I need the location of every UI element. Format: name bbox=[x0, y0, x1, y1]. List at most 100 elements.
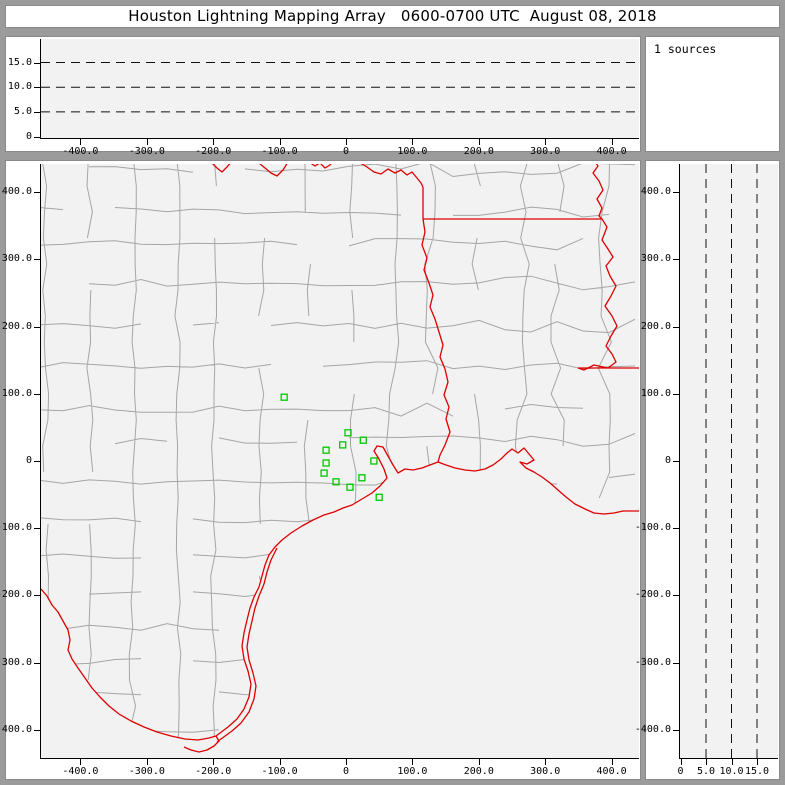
station-marker bbox=[322, 446, 330, 454]
y-tick bbox=[673, 259, 680, 261]
plot-background bbox=[680, 164, 778, 758]
altitude-plot-canvas[interactable] bbox=[680, 164, 778, 758]
altitude-ns-panel[interactable]: 0 5.0 10.0 15.0 400.0 300.0 200.0 100.0 0 -100.0 -… bbox=[635, 160, 780, 780]
sources-count-panel: 1 sources bbox=[645, 36, 780, 152]
y-tick bbox=[673, 595, 680, 597]
tick-label: -100.0 bbox=[261, 766, 298, 777]
tick-label: 0 bbox=[342, 766, 350, 777]
station-markers bbox=[280, 393, 383, 501]
tick-label: -400.0 bbox=[0, 723, 32, 735]
tick-label: 0 bbox=[677, 766, 684, 777]
tick-label: 400.0 bbox=[640, 186, 671, 198]
station-marker bbox=[358, 474, 366, 482]
x-tick bbox=[731, 759, 733, 765]
y-tick bbox=[34, 662, 41, 664]
tick-label: -100.0 bbox=[0, 522, 32, 534]
altitude-ew-panel[interactable]: -400.0 -300.0 -200.0 -100.0 0 100.0 200.0 300.0… bbox=[5, 36, 641, 157]
tick-label: 300.0 bbox=[530, 146, 561, 157]
x-tick bbox=[545, 759, 547, 765]
y-tick bbox=[673, 326, 680, 328]
tick-label: 200.0 bbox=[463, 146, 494, 157]
x-tick bbox=[757, 759, 758, 765]
tick-label: 0 bbox=[25, 455, 32, 466]
y-tick bbox=[34, 393, 41, 395]
tick-label: -300.0 bbox=[0, 656, 32, 668]
tick-label: 300.0 bbox=[530, 766, 561, 777]
x-tick bbox=[146, 139, 148, 145]
y-tick bbox=[34, 136, 41, 138]
y-tick bbox=[34, 729, 41, 731]
x-axis-line bbox=[40, 138, 639, 139]
x-tick bbox=[412, 139, 414, 145]
tick-label: 10.0 bbox=[7, 81, 32, 93]
x-tick bbox=[346, 759, 347, 765]
station-marker bbox=[359, 436, 367, 444]
tick-label: 300.0 bbox=[1, 253, 32, 265]
x-tick bbox=[680, 759, 682, 765]
window-title: Houston Lightning Mapping Array 0600-070… bbox=[128, 7, 657, 25]
sources-count-label: 1 sources bbox=[654, 42, 717, 56]
station-marker bbox=[320, 469, 328, 477]
x-axis-line bbox=[679, 758, 778, 759]
y-tick bbox=[34, 111, 41, 113]
x-tick bbox=[478, 139, 480, 145]
x-tick bbox=[611, 759, 613, 765]
tick-label: 300.0 bbox=[640, 253, 671, 265]
plan-view-map-panel[interactable]: -400.0 -300.0 -200.0 -100.0 0 100.0 200.0 300.0… bbox=[0, 160, 641, 780]
tick-label: 15.0 bbox=[744, 766, 770, 777]
tick-label: 400.0 bbox=[1, 186, 32, 198]
x-tick bbox=[213, 139, 215, 145]
y-tick bbox=[34, 326, 41, 328]
county-boundaries bbox=[41, 164, 636, 740]
y-tick bbox=[673, 461, 680, 462]
x-tick bbox=[706, 759, 707, 765]
station-marker bbox=[280, 393, 288, 401]
y-tick bbox=[34, 259, 41, 261]
station-marker bbox=[339, 441, 347, 449]
tick-label: 100.0 bbox=[1, 387, 32, 399]
tick-label: 100.0 bbox=[397, 146, 428, 157]
station-marker bbox=[375, 493, 383, 501]
x-tick bbox=[279, 139, 281, 145]
y-tick bbox=[673, 729, 680, 731]
y-tick bbox=[34, 595, 41, 597]
tick-label: 100.0 bbox=[397, 766, 428, 777]
plot-background bbox=[41, 39, 639, 138]
tick-label: 0 bbox=[342, 146, 350, 157]
tick-label: 400.0 bbox=[596, 146, 627, 157]
x-tick bbox=[611, 139, 613, 145]
tick-label: 0 bbox=[664, 455, 671, 466]
y-axis-line bbox=[40, 39, 41, 139]
x-tick bbox=[279, 759, 281, 765]
station-marker bbox=[332, 478, 340, 486]
tick-label: 0 bbox=[25, 130, 32, 142]
tick-label: 5.0 bbox=[696, 766, 716, 777]
tick-label: 100.0 bbox=[640, 387, 671, 399]
x-tick bbox=[478, 759, 480, 765]
y-tick bbox=[673, 662, 680, 664]
tick-label: -300.0 bbox=[634, 656, 671, 668]
tick-label: 15.0 bbox=[7, 56, 32, 68]
tick-label: -100.0 bbox=[634, 522, 671, 534]
station-marker bbox=[346, 483, 354, 491]
y-tick bbox=[34, 528, 41, 530]
tick-label: -200.0 bbox=[195, 146, 232, 157]
title-bar: Houston Lightning Mapping Array 0600-070… bbox=[5, 5, 780, 28]
altitude-plot-canvas[interactable] bbox=[41, 39, 639, 138]
tick-label: 10.0 bbox=[719, 766, 744, 777]
tick-label: -300.0 bbox=[128, 146, 165, 157]
y-tick bbox=[673, 192, 680, 194]
tick-label: -200.0 bbox=[0, 589, 32, 601]
x-tick bbox=[80, 759, 82, 765]
y-tick bbox=[34, 87, 41, 89]
state-border-lines bbox=[41, 164, 639, 753]
y-tick bbox=[673, 528, 680, 530]
x-axis-line bbox=[40, 758, 639, 759]
map-canvas[interactable] bbox=[41, 164, 639, 758]
station-marker bbox=[344, 429, 352, 437]
tick-label: -300.0 bbox=[128, 766, 165, 777]
tick-label: 5.0 bbox=[13, 105, 32, 117]
y-tick bbox=[673, 393, 680, 395]
x-tick bbox=[213, 759, 215, 765]
